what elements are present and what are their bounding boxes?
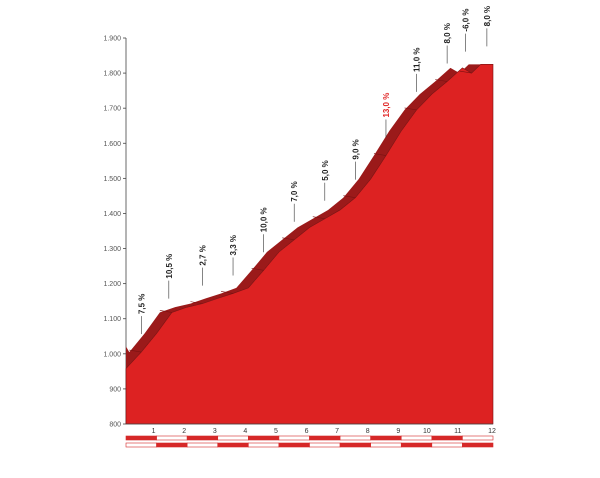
segment-divider [459,70,472,74]
scale-segment [309,435,341,441]
segment-divider [129,349,142,353]
x-tick-label: 4 [243,428,247,435]
grade-label: 10,5 % [165,254,174,279]
scale-segment [462,435,494,441]
y-tick-label: 800 [109,422,121,429]
segment-divider [190,301,203,304]
scale-segment [339,435,371,441]
grade-label: 8,0 % [483,6,492,26]
y-tick-label: 1.100 [103,316,121,323]
scale-segment [339,442,371,448]
grade-label: 5,0 % [321,160,330,180]
scale-segment [248,435,280,441]
scale-segment [370,442,402,448]
grade-labels: 7,5 % 10,5 % 2,7 % 3,3 % 10,0 % 7,0 % 5,0 % 9,0… [137,6,492,335]
x-tick-label: 5 [274,428,278,435]
y-tick-label: 900 [109,386,121,393]
y-tick-label: 1.500 [103,176,121,183]
x-tick-label: 11 [454,428,461,435]
segment-divider [343,195,356,198]
x-tick-label: 7 [335,428,339,435]
scale-segment [431,435,463,441]
grade-label: 2,7 % [198,245,207,265]
grade-label: 9,0 % [351,139,360,159]
y-tick-label: 1.900 [103,36,121,43]
scale-segment [217,435,249,441]
scale-segment [186,442,219,448]
profile-area [125,64,494,425]
scale-segment [400,435,433,441]
y-tick-label: 1.000 [103,351,121,358]
scale-segment [156,435,188,441]
x-axis: 1 2 3 4 5 6 7 8 9 10 11 12 [126,423,496,435]
scale-segment [248,442,280,448]
y-axis: 800 900 1.000 1.100 1.200 1.300 1.400 1.500 1.60… [103,36,127,429]
grade-label: -6,0 % [461,8,470,31]
km-scale-bar [125,435,494,448]
scale-segment [278,435,310,441]
x-tick-label: 3 [213,428,217,435]
y-tick-label: 1.400 [103,211,121,218]
x-tick-label: 8 [366,428,370,435]
segment-divider [373,153,387,156]
grade-label: 7,0 % [290,181,299,201]
profile-fill [125,64,494,425]
x-tick-label: 2 [182,428,186,435]
scale-segment [125,442,157,448]
grade-label: 3,3 % [229,235,238,255]
x-tick-label: 10 [423,428,431,435]
scale-segment [156,442,188,448]
segment-divider [251,268,264,271]
x-tick-label: 6 [305,428,309,435]
grade-label: 11,0 % [413,47,422,71]
scale-segment [278,442,310,448]
y-tick-label: 1.200 [103,281,121,288]
segment-divider [159,310,172,313]
scale-segment [125,435,157,441]
segment-divider [312,216,325,220]
segment-divider [282,237,295,241]
scale-segment [186,435,219,441]
y-tick-label: 1.300 [103,246,121,253]
grade-label: 10,0 % [260,207,269,232]
scale-segment [431,442,463,448]
grade-label: 8,0 % [443,23,452,43]
y-tick-label: 1.600 [103,141,121,148]
segment-divider [404,107,417,111]
scale-segment [462,442,494,448]
x-tick-label: 12 [488,428,496,435]
scale-segment [309,442,341,448]
grade-label: 7,5 % [137,294,146,314]
x-tick-label: 9 [396,428,400,435]
y-tick-label: 1.800 [103,71,121,78]
segment-divider [220,291,234,294]
scale-segment [217,442,249,448]
y-tick-label: 1.700 [103,106,121,113]
scale-segment [400,442,433,448]
x-tick-label: 1 [152,428,156,435]
scale-segment [370,435,402,441]
segment-divider [435,79,448,82]
grade-label: 13,0 % [382,93,391,118]
